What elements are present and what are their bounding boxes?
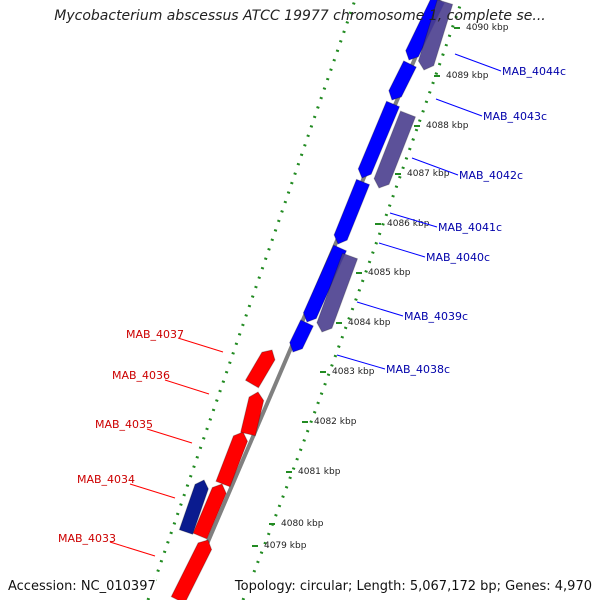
scale-tick-label: 4081 kbp	[298, 467, 341, 477]
gene-label-leader	[177, 337, 224, 353]
other-feature-arrow[interactable]	[373, 110, 417, 189]
plus-strand-gene-arrow[interactable]	[215, 431, 249, 488]
minus-gene-label[interactable]: MAB_4041c	[438, 221, 502, 234]
minus-strand-gene-arrow[interactable]	[302, 244, 348, 323]
minus-gene-label[interactable]: MAB_4042c	[459, 169, 523, 182]
plus-gene-label[interactable]: MAB_4034	[77, 473, 135, 486]
gene-label-leader	[129, 483, 176, 499]
plus-gene-label[interactable]: MAB_4036	[112, 369, 170, 382]
minus-strand-gene-arrow[interactable]	[357, 100, 401, 179]
scale-tick-label: 4084 kbp	[348, 318, 391, 328]
minus-gene-label[interactable]: MAB_4044c	[502, 65, 566, 78]
gene-label-leader	[146, 428, 193, 444]
plus-gene-label[interactable]: MAB_4033	[58, 532, 116, 545]
scale-tick-label: 4079 kbp	[264, 541, 307, 551]
plus-gene-label[interactable]: MAB_4035	[95, 418, 153, 431]
gene-label-leader	[378, 242, 426, 258]
gene-label-leader	[435, 98, 483, 117]
gene-label-leader	[336, 354, 386, 370]
scale-tick-label: 4086 kbp	[387, 219, 430, 229]
minus-gene-label[interactable]: MAB_4043c	[483, 110, 547, 123]
scale-tick-label: 4082 kbp	[314, 417, 357, 427]
plus-gene-label[interactable]: MAB_4037	[126, 328, 184, 341]
other-feature-arrow[interactable]	[417, 0, 454, 71]
scale-tick-label: 4090 kbp	[466, 23, 509, 33]
topology-label: Topology: circular; Length: 5,067,172 bp…	[234, 579, 592, 594]
gene-label-leader	[454, 53, 502, 72]
map-footer: Accession: NC_010397 Topology: circular;…	[0, 578, 600, 600]
minus-strand-gene-arrow[interactable]	[289, 319, 314, 353]
plus-strand-gene-arrow[interactable]	[244, 349, 276, 389]
accession-label: Accession: NC_010397	[8, 579, 156, 594]
gene-label-leader	[109, 541, 156, 557]
minus-gene-label[interactable]: MAB_4039c	[404, 310, 468, 323]
scale-ruler: 4079 kbp 4080 kbp 4081 kbp 4082 kbp 4083 kbp…	[146, 0, 509, 600]
scale-tick-label: 4089 kbp	[446, 71, 489, 81]
gene-label-leader	[356, 301, 404, 317]
other-feature-arrow[interactable]	[316, 252, 359, 333]
minus-gene-label[interactable]: MAB_4038c	[386, 363, 450, 376]
scale-tick-label: 4085 kbp	[368, 268, 411, 278]
gene-label-leader	[389, 212, 438, 228]
plus-strand-gene-arrow[interactable]	[240, 391, 265, 437]
plus-strand-gene-arrow[interactable]	[192, 483, 227, 540]
plus-strand-gene-arrow[interactable]	[170, 539, 213, 600]
inner-ruler-line	[241, 0, 464, 600]
scale-tick-label: 4087 kbp	[407, 169, 450, 179]
gene-label-leader	[164, 379, 210, 395]
scale-tick-label: 4083 kbp	[332, 367, 375, 377]
scale-tick-label: 4080 kbp	[281, 519, 324, 529]
minus-strand-gene-arrow[interactable]	[333, 178, 371, 245]
map-title: Mycobacterium abscessus ATCC 19977 chrom…	[54, 8, 546, 24]
gene-label-leader	[411, 157, 459, 176]
gene-labels: MAB_4038c MAB_4039c MAB_4040c MAB_4041c MAB_…	[58, 53, 566, 557]
scale-tick-label: 4088 kbp	[426, 121, 469, 131]
other-feature-arrow[interactable]	[178, 479, 209, 535]
minus-gene-label[interactable]: MAB_4040c	[426, 251, 490, 264]
minus-strand-gene-arrow[interactable]	[388, 60, 417, 101]
gene-features	[170, 0, 454, 600]
